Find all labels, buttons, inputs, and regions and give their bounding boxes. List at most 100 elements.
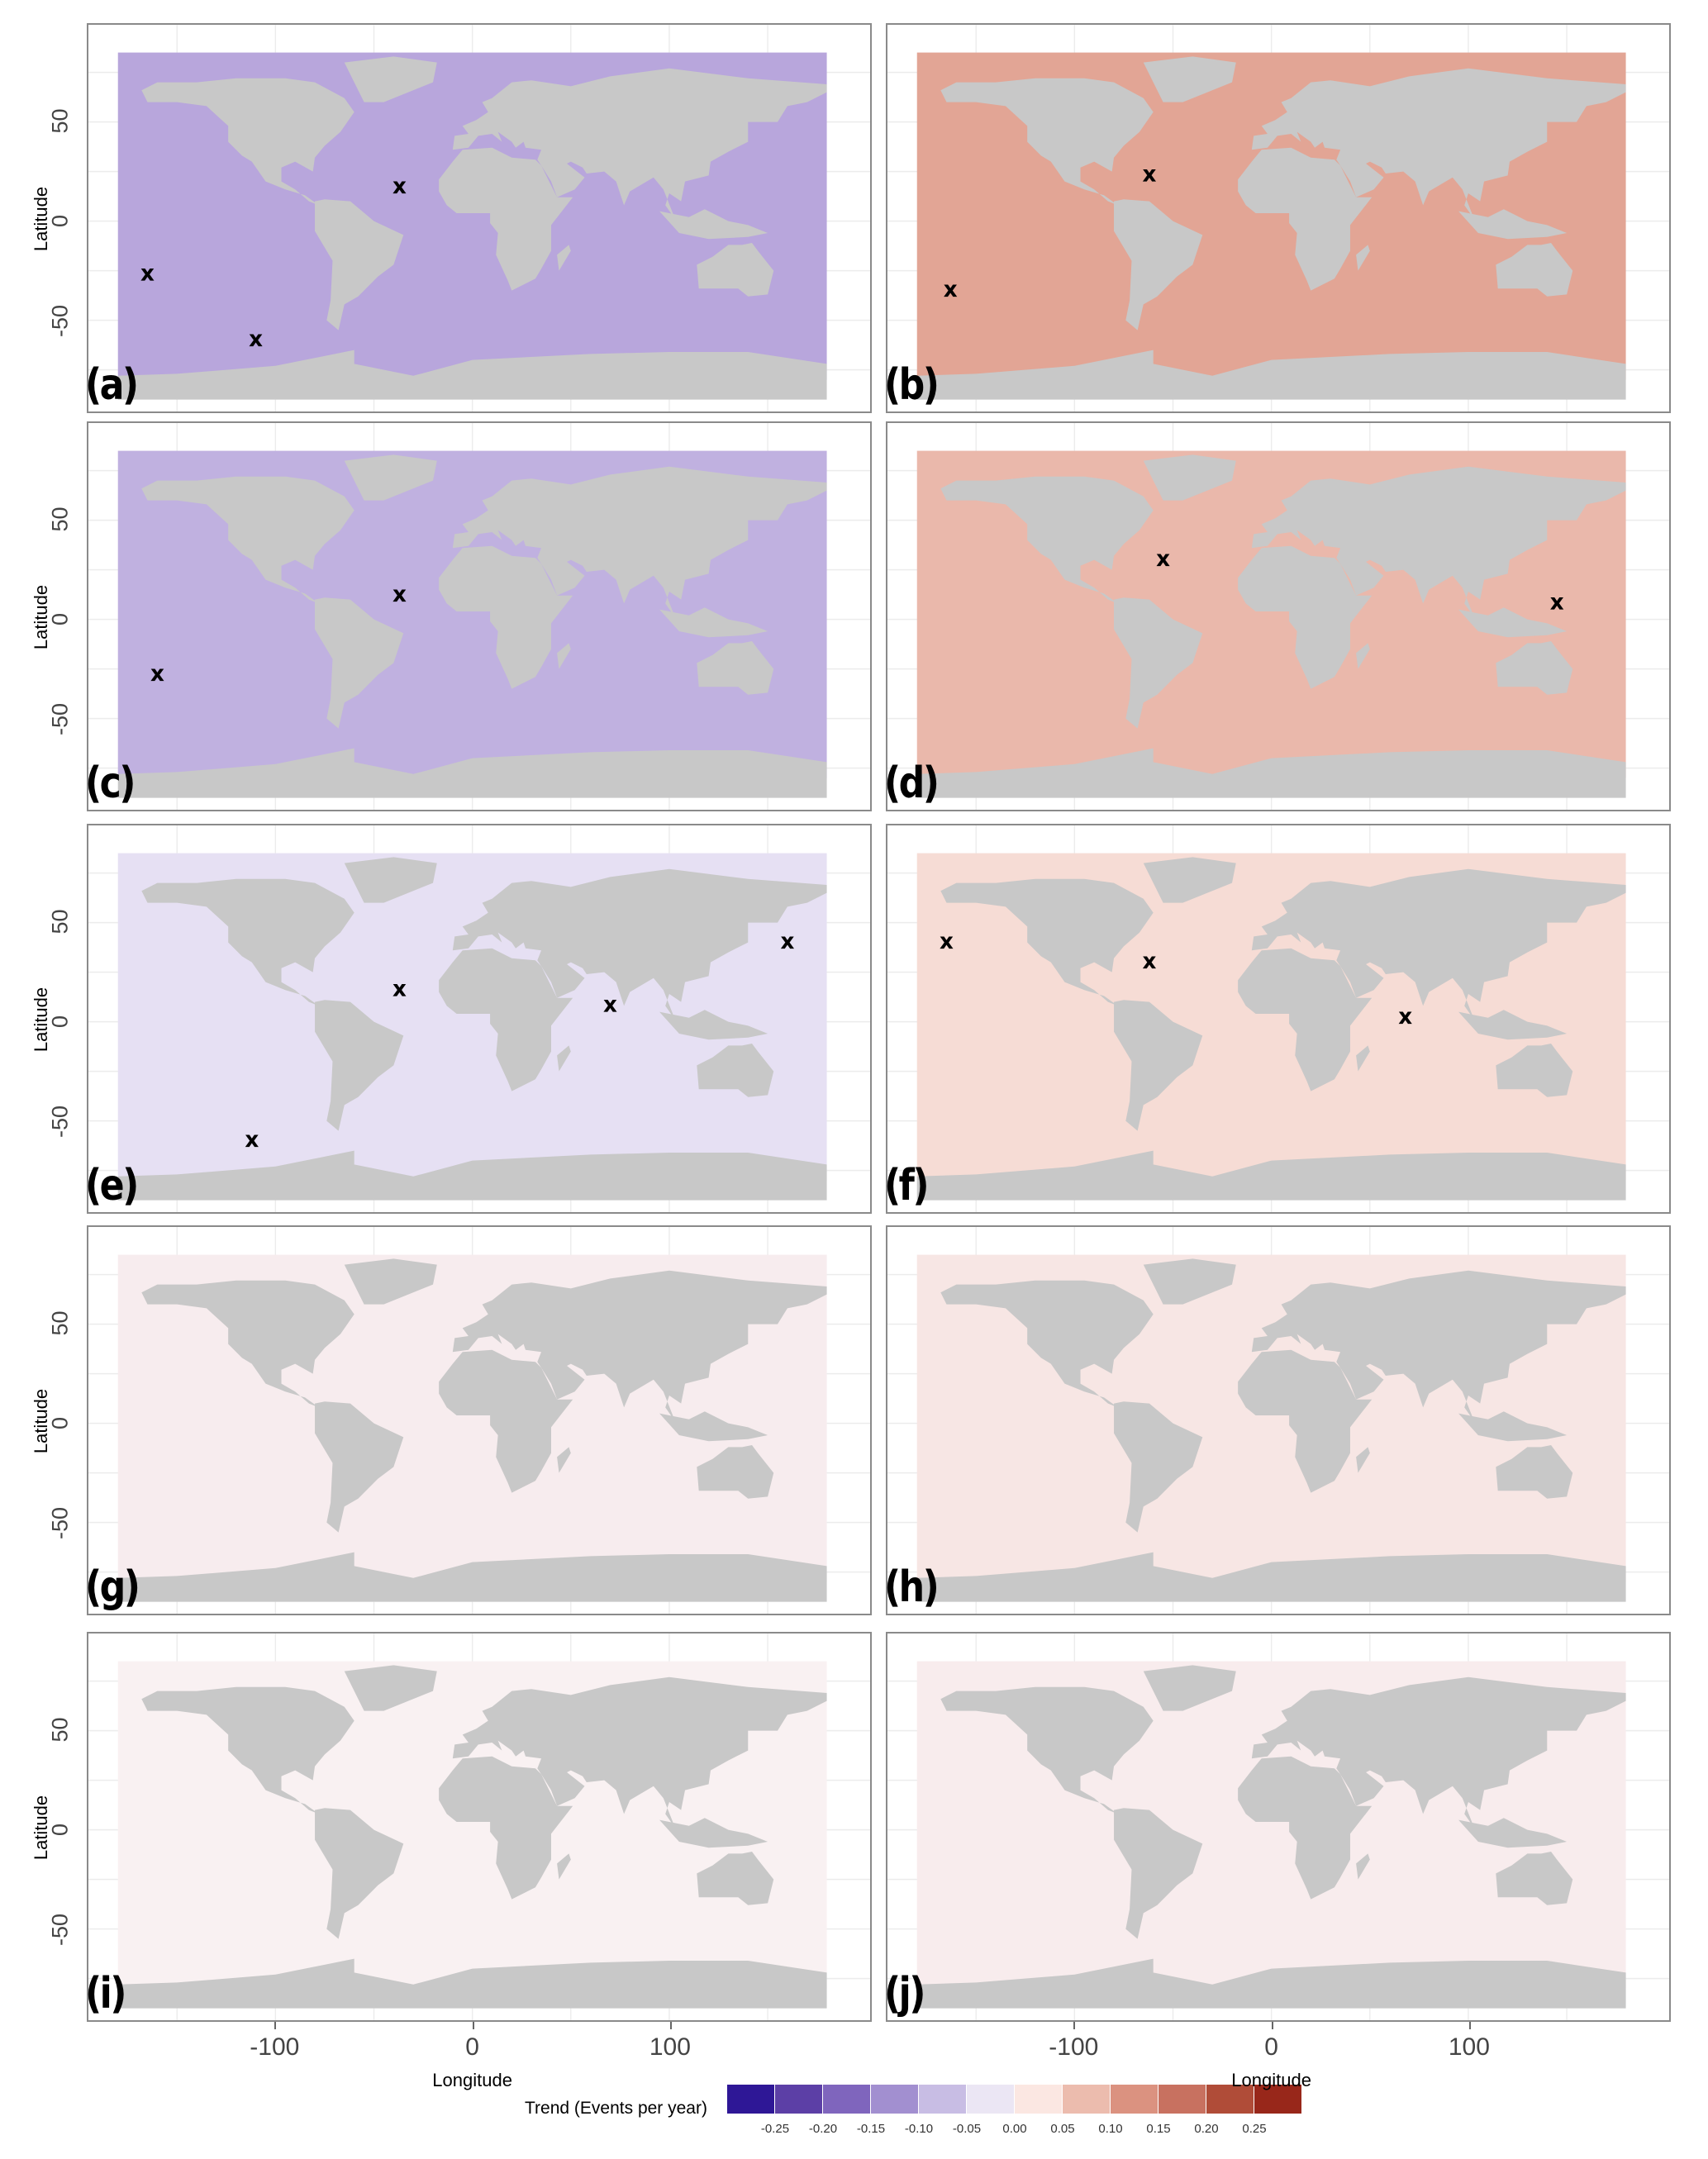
map (88, 1227, 870, 1614)
panel-label: (g) (85, 1562, 140, 1612)
x-tick-mark (669, 2022, 672, 2029)
map-panel-e: x x x x (e) (85, 824, 872, 1214)
x-tick-label: 0 (465, 2033, 479, 2061)
y-tick-label: -50 (47, 304, 73, 337)
legend-title: Trend (Events per year) (525, 2099, 707, 2118)
y-axis-label: Latitude (31, 987, 51, 1053)
map-panel-c: x x (c) (85, 421, 872, 811)
map-panel-g: (g) (85, 1225, 872, 1615)
y-tick-label: 50 (47, 909, 73, 934)
map-panel-a: x x x (a) (85, 23, 872, 413)
legend-swatch (967, 2085, 1015, 2114)
map-panel-j: (j) (884, 1632, 1671, 2022)
location-marker: x (150, 662, 164, 687)
location-marker: x (249, 327, 263, 352)
y-axis-label: Latitude (31, 584, 51, 650)
location-marker: x (940, 930, 954, 954)
legend-tick-label: 0.05 (1050, 2122, 1075, 2136)
location-marker: x (1550, 591, 1564, 616)
x-tick-label: -100 (1049, 2033, 1099, 2061)
panel-label: (j) (884, 1969, 925, 2019)
legend-swatch (775, 2085, 823, 2114)
map-panel-f: x x x (f) (884, 824, 1671, 1214)
y-tick-label: -50 (47, 1105, 73, 1138)
map-panel-b: x x (b) (884, 23, 1671, 413)
location-marker: x (603, 993, 617, 1018)
legend-tick-label: -0.05 (952, 2122, 982, 2136)
map: xx (887, 423, 1669, 810)
legend-tick-label: 0.25 (1242, 2122, 1267, 2136)
legend-tick-label: 0.20 (1194, 2122, 1219, 2136)
legend-tick-label: 0.15 (1146, 2122, 1171, 2136)
x-tick-label: -100 (250, 2033, 300, 2061)
y-tick-label: -50 (47, 1913, 73, 1946)
panel-label: (a) (85, 360, 139, 410)
legend-swatch (871, 2085, 919, 2114)
location-marker: x (393, 977, 407, 1001)
y-axis-label: Latitude (31, 1795, 51, 1861)
legend-swatch (1015, 2085, 1063, 2114)
x-tick-mark (1073, 2022, 1076, 2029)
location-marker: x (393, 174, 407, 199)
legend-tick-label: 0.00 (1002, 2122, 1027, 2136)
x-tick-mark (1468, 2022, 1471, 2029)
x-tick-mark (472, 2022, 474, 2029)
x-axis-label: Longitude (432, 2070, 512, 2090)
panel-label: (c) (85, 759, 136, 808)
location-marker: x (780, 930, 794, 954)
map (887, 1227, 1669, 1614)
panel-label: (h) (884, 1562, 940, 1612)
legend-swatch (1158, 2085, 1206, 2114)
y-tick-label: 50 (47, 1717, 73, 1743)
legend-swatch (1254, 2085, 1302, 2114)
y-tick-label: 50 (47, 506, 73, 532)
y-axis-label: Latitude (31, 186, 51, 252)
y-tick-label: -50 (47, 1506, 73, 1539)
legend-swatch (727, 2085, 775, 2114)
map: x x x (887, 825, 1669, 1212)
legend-swatch (919, 2085, 967, 2114)
map-panel-d: x x (d) (884, 421, 1671, 811)
location-marker: x (944, 278, 958, 302)
map-panel-h: (h) (884, 1225, 1671, 1615)
legend-tick-label: -0.20 (808, 2122, 838, 2136)
panel-label: (i) (85, 1969, 126, 2019)
x-tick-label: 100 (1448, 2033, 1490, 2061)
x-tick-mark (1271, 2022, 1273, 2029)
x-tick-mark (274, 2022, 277, 2029)
map (88, 1634, 870, 2020)
map: xx (88, 423, 870, 810)
map-panel-i: (i) (85, 1632, 872, 2022)
map (887, 1634, 1669, 2020)
location-marker: x (140, 262, 155, 287)
legend-tick-label: -0.15 (856, 2122, 886, 2136)
legend-tick-label: -0.25 (760, 2122, 790, 2136)
panel-label: (e) (85, 1161, 139, 1210)
legend-swatch (1111, 2085, 1158, 2114)
panel-label: (f) (884, 1161, 930, 1210)
location-marker: x (1142, 949, 1156, 974)
legend-swatch (823, 2085, 871, 2114)
location-marker: x (1398, 1005, 1412, 1030)
panel-label: (d) (884, 759, 940, 808)
y-tick-label: 50 (47, 108, 73, 134)
location-marker: x (1142, 163, 1156, 188)
location-marker: x (393, 583, 407, 607)
panel-label: (b) (884, 360, 940, 410)
location-marker: x (245, 1128, 259, 1153)
legend-colorbar (727, 2085, 1302, 2114)
y-tick-label: 50 (47, 1310, 73, 1336)
y-tick-label: -50 (47, 702, 73, 735)
location-marker: x (1156, 547, 1170, 572)
map: x x x (88, 25, 870, 411)
x-tick-label: 100 (649, 2033, 691, 2061)
y-axis-label: Latitude (31, 1388, 51, 1454)
map: xx (887, 25, 1669, 411)
legend-swatch (1206, 2085, 1254, 2114)
legend-swatch (1063, 2085, 1111, 2114)
legend-tick-label: 0.10 (1098, 2122, 1123, 2136)
legend-tick-label: -0.10 (904, 2122, 934, 2136)
x-tick-label: 0 (1264, 2033, 1278, 2061)
x-axis-label: Longitude (1231, 2070, 1311, 2090)
map: x x x x (88, 825, 870, 1212)
